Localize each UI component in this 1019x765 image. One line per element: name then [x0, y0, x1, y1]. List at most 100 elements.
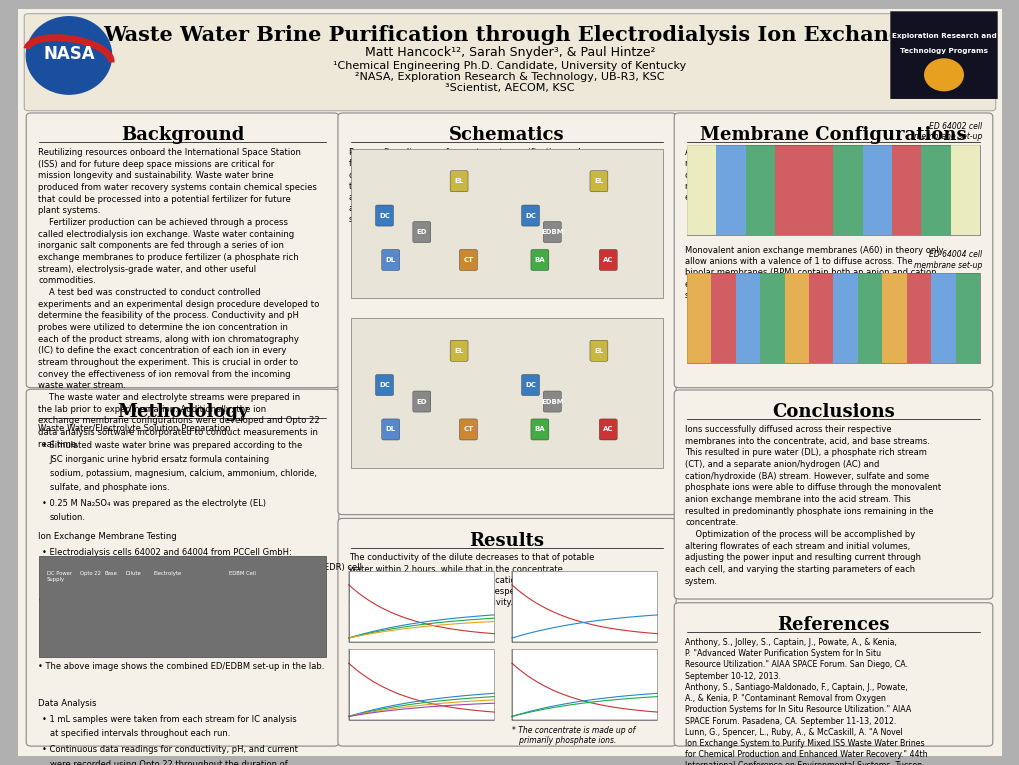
Bar — [881, 274, 906, 363]
Text: CT: CT — [463, 426, 473, 432]
Text: • Standard ED, EDBM, & combined ED/EDBM set-up: • Standard ED, EDBM, & combined ED/EDBM … — [52, 611, 269, 620]
Bar — [920, 145, 950, 235]
FancyBboxPatch shape — [531, 419, 548, 440]
Text: Methodology: Methodology — [117, 402, 248, 421]
FancyBboxPatch shape — [413, 391, 430, 412]
Bar — [950, 145, 979, 235]
FancyBboxPatch shape — [512, 571, 657, 642]
FancyBboxPatch shape — [674, 390, 991, 599]
Bar — [687, 274, 710, 363]
Text: DC: DC — [525, 213, 535, 219]
FancyBboxPatch shape — [39, 555, 326, 656]
FancyBboxPatch shape — [375, 375, 393, 396]
Bar — [687, 145, 715, 235]
FancyBboxPatch shape — [375, 205, 393, 226]
FancyBboxPatch shape — [589, 340, 607, 361]
FancyBboxPatch shape — [337, 519, 676, 746]
FancyBboxPatch shape — [687, 274, 979, 363]
Text: • Electrodialysis cells 64002 and 64004 from PCCell GmbH:: • Electrodialysis cells 64002 and 64004 … — [42, 549, 291, 557]
Text: sulfate, and phosphate ions.: sulfate, and phosphate ions. — [50, 483, 169, 493]
FancyBboxPatch shape — [449, 340, 468, 361]
Text: DL: DL — [385, 257, 395, 263]
FancyBboxPatch shape — [459, 419, 477, 440]
Text: Opto 22: Opto 22 — [81, 571, 101, 576]
Text: CT: CT — [463, 257, 473, 263]
FancyBboxPatch shape — [512, 649, 657, 720]
FancyBboxPatch shape — [543, 391, 560, 412]
Text: Ions successfully diffused across their respective
membranes into the concentrat: Ions successfully diffused across their … — [685, 425, 941, 586]
Text: sodium, potassium, magnesium, calcium, ammonium, chloride,: sodium, potassium, magnesium, calcium, a… — [50, 469, 317, 478]
Text: Process flow diagrams for waste water purification and
fertilizer production are: Process flow diagrams for waste water pu… — [348, 148, 611, 224]
Bar — [803, 145, 833, 235]
Text: NASA: NASA — [43, 44, 95, 63]
FancyBboxPatch shape — [449, 171, 468, 192]
Bar — [784, 274, 808, 363]
Text: AC: AC — [602, 426, 612, 432]
Text: * The concentrate is made up of
   primarily phosphate ions.: * The concentrate is made up of primaril… — [512, 726, 635, 745]
FancyBboxPatch shape — [413, 222, 430, 243]
Text: Base: Base — [105, 571, 117, 576]
Text: BA: BA — [534, 426, 545, 432]
Text: DC: DC — [379, 382, 389, 388]
Bar — [833, 145, 862, 235]
FancyBboxPatch shape — [521, 375, 539, 396]
Text: • 0.25 M Na₂SO₄ was prepared as the electrolyte (EL): • 0.25 M Na₂SO₄ was prepared as the elec… — [42, 499, 266, 508]
Bar — [745, 145, 774, 235]
Text: ED: ED — [416, 399, 427, 405]
FancyBboxPatch shape — [351, 149, 662, 298]
FancyBboxPatch shape — [531, 249, 548, 271]
Text: • The above image shows the combined ED/EDBM set-up in the lab.: • The above image shows the combined ED/… — [38, 662, 324, 671]
Text: Background: Background — [121, 126, 244, 145]
Text: JSC inorganic urine hybrid ersatz formula containing: JSC inorganic urine hybrid ersatz formul… — [50, 455, 270, 464]
Text: Waste Water Brine Purification through Electrodialysis Ion Exchange: Waste Water Brine Purification through E… — [103, 24, 916, 44]
Text: Electrolyte: Electrolyte — [153, 571, 181, 576]
FancyBboxPatch shape — [599, 419, 616, 440]
Text: were recorded using Opto 22 throughout the duration of: were recorded using Opto 22 throughout t… — [50, 760, 287, 765]
Bar — [735, 274, 759, 363]
Text: – ED 64004 – electrodialysis bipolar membrane (EDBM) cell: – ED 64004 – electrodialysis bipolar mem… — [42, 578, 297, 587]
FancyBboxPatch shape — [599, 249, 616, 271]
Bar — [833, 274, 857, 363]
Text: References: References — [776, 616, 889, 634]
Bar — [715, 145, 745, 235]
Text: • Continuous data readings for conductivity, pH, and current: • Continuous data readings for conductiv… — [42, 745, 298, 754]
Text: EL: EL — [454, 348, 464, 353]
Text: Reutilizing resources onboard the International Space Station
(ISS) and for futu: Reutilizing resources onboard the Intern… — [38, 148, 320, 448]
Text: DL: DL — [385, 426, 395, 432]
Bar — [930, 274, 955, 363]
Text: Technology Programs: Technology Programs — [899, 48, 987, 54]
Text: EL: EL — [594, 178, 603, 184]
Text: Results: Results — [469, 532, 544, 550]
FancyBboxPatch shape — [337, 113, 676, 515]
Bar — [955, 274, 979, 363]
Circle shape — [924, 59, 962, 91]
FancyBboxPatch shape — [348, 649, 494, 720]
Text: EDBM: EDBM — [540, 399, 564, 405]
Text: Dilute: Dilute — [125, 571, 142, 576]
Bar — [906, 274, 930, 363]
FancyBboxPatch shape — [24, 14, 995, 111]
Text: Ion Exchange Membrane Testing: Ion Exchange Membrane Testing — [38, 532, 176, 541]
Text: Exploration Research and: Exploration Research and — [891, 33, 996, 39]
FancyBboxPatch shape — [521, 205, 539, 226]
Text: Data Analysis: Data Analysis — [38, 699, 97, 708]
Text: EDBM: EDBM — [540, 229, 564, 235]
Text: AC: AC — [602, 257, 612, 263]
FancyBboxPatch shape — [381, 249, 399, 271]
Text: Schematics: Schematics — [448, 126, 565, 145]
FancyBboxPatch shape — [381, 419, 399, 440]
Text: • Simulated waste water brine was prepared according to the: • Simulated waste water brine was prepar… — [42, 441, 302, 450]
Bar — [774, 145, 803, 235]
Bar — [862, 145, 892, 235]
Text: DC: DC — [525, 382, 535, 388]
FancyBboxPatch shape — [890, 11, 997, 99]
Text: Anions diffuse towards the anode across the anion exchange
membranes (SA), and c: Anions diffuse towards the anode across … — [685, 148, 949, 202]
Bar — [759, 274, 784, 363]
FancyBboxPatch shape — [674, 603, 991, 746]
Circle shape — [26, 17, 111, 94]
Text: EL: EL — [594, 348, 603, 353]
FancyBboxPatch shape — [687, 145, 979, 235]
Bar — [857, 274, 881, 363]
Text: ³Scientist, AECOM, KSC: ³Scientist, AECOM, KSC — [445, 83, 574, 93]
FancyBboxPatch shape — [459, 249, 477, 271]
